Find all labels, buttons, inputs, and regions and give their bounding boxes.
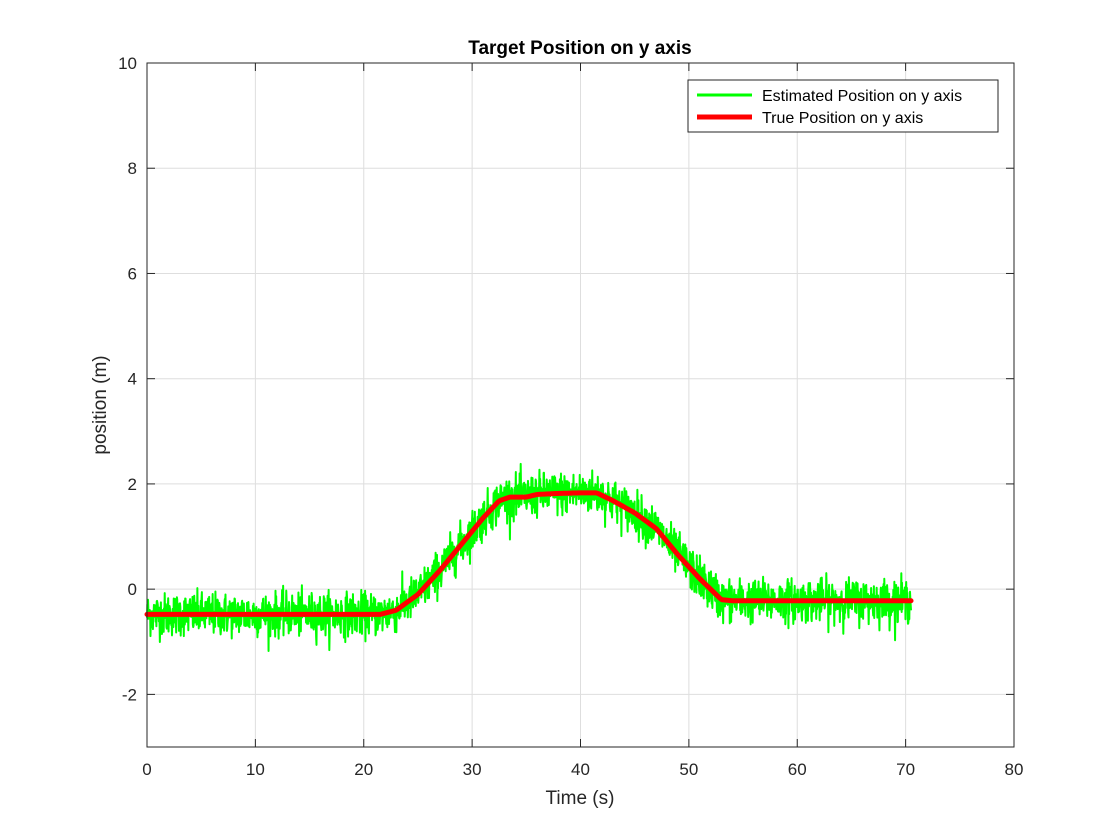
y-tick-label: 0	[128, 580, 137, 599]
x-tick-label: 10	[246, 760, 265, 779]
x-tick-label: 20	[354, 760, 373, 779]
legend-label-true: True Position on y axis	[762, 110, 923, 127]
series-true-position-line	[144, 490, 914, 617]
series-layer	[144, 462, 914, 653]
y-tick-label: 4	[128, 370, 137, 389]
x-tick-label: 40	[571, 760, 590, 779]
x-tick-label: 30	[463, 760, 482, 779]
series-estimated-position-line	[146, 462, 913, 653]
x-tick-label: 60	[788, 760, 807, 779]
x-axis-label: Time (s)	[546, 788, 615, 809]
x-tick-label: 80	[1005, 760, 1024, 779]
chart-title: Target Position on y axis	[468, 38, 691, 59]
y-tick-label: 8	[128, 159, 137, 178]
legend-box	[687, 79, 999, 133]
y-tick-label: 10	[118, 54, 137, 73]
ticks: 0 10 20 30 40 50 60 70 80 -2 0 2 4 6 8 10	[118, 54, 1023, 779]
legend-label-estimated: Estimated Position on y axis	[762, 88, 962, 105]
x-tick-label: 50	[679, 760, 698, 779]
y-axis-label: position (m)	[90, 355, 111, 454]
y-tick-label: -2	[122, 685, 137, 704]
x-tick-label: 70	[896, 760, 915, 779]
legend: Estimated Position on y axis True Positi…	[687, 79, 999, 133]
y-tick-label: 2	[128, 475, 137, 494]
y-tick-label: 6	[128, 264, 137, 283]
x-tick-label: 0	[142, 760, 151, 779]
